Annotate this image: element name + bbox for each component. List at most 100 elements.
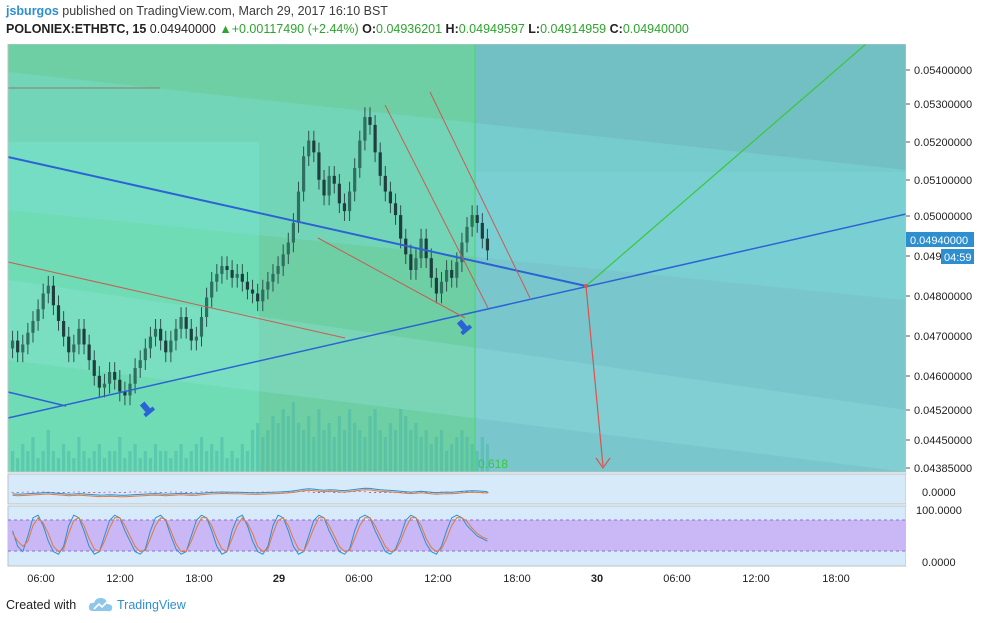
macd-bar — [88, 492, 91, 493]
macd-bar — [195, 491, 198, 493]
macd-bar — [139, 491, 142, 493]
volume-bar — [87, 458, 91, 472]
volume-bar — [92, 451, 96, 472]
symbol-label[interactable]: POLONIEX:ETHBTC, 15 — [6, 22, 147, 36]
up-triangle-icon: ▲ — [219, 22, 232, 36]
macd-bar — [185, 492, 188, 493]
buy-marker-icon — [139, 401, 156, 418]
candle-body — [460, 242, 464, 263]
candle-body — [138, 360, 142, 369]
teal-zone — [475, 44, 906, 472]
candle-body — [480, 222, 484, 239]
volume-bar — [210, 444, 214, 472]
low-label: L: — [528, 22, 541, 36]
macd-bar — [302, 490, 305, 492]
candle-body — [347, 191, 352, 212]
time-tick-label: 30 — [591, 573, 603, 585]
volume-bar — [322, 430, 326, 472]
target-down-line — [585, 285, 604, 467]
volume-bar — [133, 444, 137, 472]
candle-body — [399, 215, 403, 239]
candle-body — [107, 371, 112, 384]
candle-body — [46, 285, 50, 294]
macd-bar — [21, 491, 24, 493]
author-link[interactable]: jsburgos — [6, 4, 59, 18]
volume-bar — [368, 416, 372, 472]
candle-body — [199, 317, 204, 337]
price-tick-label: 0.05300000 — [914, 99, 972, 111]
cyan-channel-band-lower — [8, 280, 906, 472]
volume-bar — [429, 444, 433, 472]
volume-bar — [153, 444, 158, 472]
price-tick-label: 0.05200000 — [914, 137, 972, 149]
stoch-k-line — [12, 514, 488, 555]
tradingview-cloud-icon[interactable] — [88, 596, 114, 614]
volume-bar — [434, 437, 438, 472]
candle-body — [143, 348, 147, 361]
macd-bar — [292, 491, 295, 493]
macd-bar — [312, 492, 315, 493]
volume-bar — [225, 458, 229, 472]
time-tick-label: 12:00 — [424, 573, 452, 585]
volume-bar — [444, 451, 449, 472]
candle-body — [337, 183, 341, 204]
volume-bar — [16, 458, 20, 472]
price-tick-label: 0.049 — [914, 251, 942, 263]
candle-body — [92, 360, 96, 376]
volume-bar — [378, 430, 382, 472]
volume-bar — [465, 437, 469, 472]
tradingview-brand-link[interactable]: TradingView — [117, 598, 186, 612]
macd-bar — [129, 491, 131, 493]
candle-body — [363, 117, 367, 141]
macd-bar — [384, 492, 387, 493]
volume-bar — [358, 430, 362, 472]
time-tick-label: 06:00 — [345, 573, 373, 585]
chart-header: jsburgos published on TradingView.com, M… — [0, 0, 983, 44]
volume-bar — [393, 430, 398, 472]
volume-bar — [450, 444, 454, 472]
candle-body — [296, 191, 301, 223]
price-tick-label: 0.04800000 — [914, 291, 972, 303]
volume-bar — [296, 423, 301, 472]
macd-bar — [486, 492, 489, 493]
volume-bar — [169, 458, 173, 472]
target-up-line — [585, 44, 867, 287]
time-tick-label: 29 — [273, 573, 285, 585]
candle-body — [286, 242, 290, 255]
volume-bar — [353, 423, 357, 472]
candle-body — [424, 238, 428, 259]
candle-body — [41, 293, 45, 310]
volume-bar — [46, 430, 50, 472]
macd-bar — [37, 491, 40, 493]
candle-body — [62, 320, 66, 337]
price-axis-ticks: 0.05400000 0.05300000 0.05200000 0.05100000… — [906, 65, 972, 475]
candle-body — [388, 191, 393, 204]
volume-bar — [143, 451, 147, 472]
candle-body — [148, 336, 153, 349]
volume-bar — [363, 437, 367, 472]
macd-bar — [323, 492, 326, 493]
countdown-tag — [941, 249, 974, 264]
open-value: 0.04936201 — [376, 22, 443, 36]
volume-bar — [281, 409, 285, 472]
macd-bar — [11, 492, 14, 493]
volume-bar — [204, 451, 209, 472]
volume-bar — [460, 430, 464, 472]
macd-bar — [333, 492, 336, 493]
volume-bar — [383, 437, 387, 472]
candle-body — [194, 336, 198, 341]
volume-bar — [164, 451, 168, 472]
macd-bar — [369, 492, 371, 493]
macd-line — [12, 487, 488, 496]
red-trendline-1 — [7, 261, 346, 339]
macd-bar — [338, 492, 341, 493]
macd-bar — [164, 492, 167, 493]
volume-bar — [194, 444, 198, 472]
time-tick-label: 06:00 — [27, 573, 55, 585]
candle-body — [72, 344, 76, 353]
chart-canvas[interactable]: 0.618 0.054000000.053000000.052000000.05… — [0, 44, 983, 590]
volume-bar — [439, 430, 444, 472]
candle-body — [87, 344, 91, 361]
candle-body — [159, 328, 163, 341]
time-tick-label: 18:00 — [185, 573, 213, 585]
